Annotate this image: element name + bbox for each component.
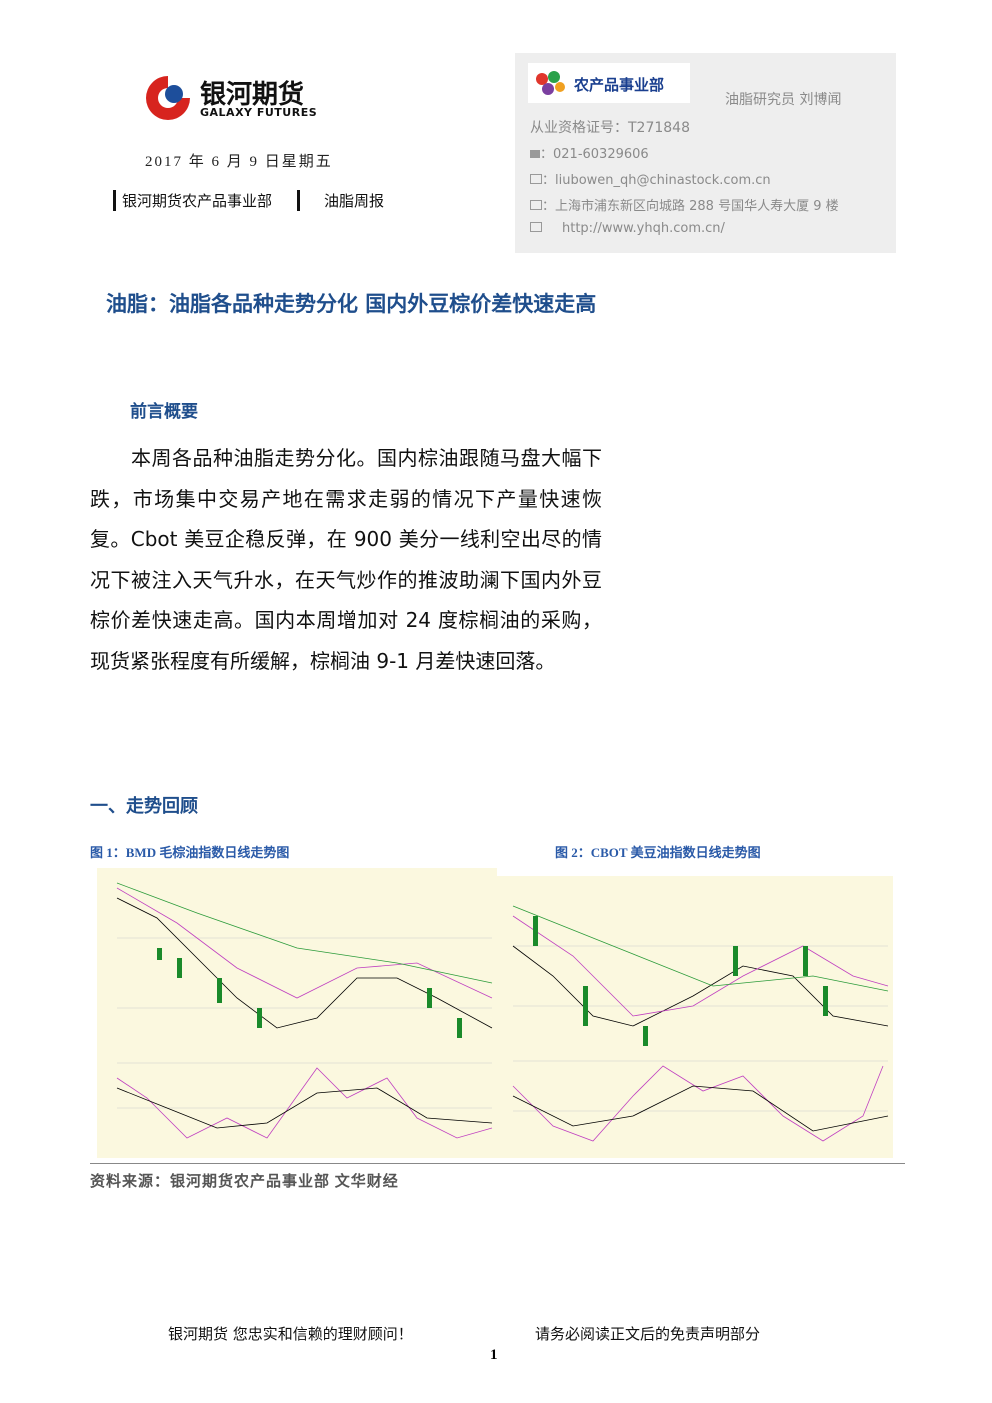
logo-cn: 银河期货: [200, 80, 305, 110]
badge: 农产品事业部: [528, 63, 690, 103]
report-type: 油脂周报: [297, 190, 384, 211]
review-heading: 一、走势回顾: [90, 796, 198, 817]
web-row: http://www.yhqh.com.cn/: [530, 221, 725, 236]
department: 银河期货农产品事业部: [113, 190, 272, 211]
logo-mark: [146, 76, 190, 120]
web: http://www.yhqh.com.cn/: [562, 221, 725, 236]
title: 油脂：油脂各品种走势分化 国内外豆棕价差快速走高: [106, 292, 597, 316]
contact-box: 农产品事业部 油脂研究员 刘博闻 从业资格证号：T271848 ：021-603…: [515, 53, 896, 253]
rule: [90, 1163, 905, 1164]
summary-text: 本周各品种油脂走势分化。国内棕油跟随马盘大幅下跌，市场集中交易产地在需求走弱的情…: [90, 446, 602, 673]
phone-row: ：021-60329606: [530, 143, 649, 162]
figure-caption: 图 2：CBOT 美豆油指数日线走势图: [555, 845, 761, 860]
page-number: 1: [490, 1347, 498, 1363]
footer-slogan: 银河期货 您忠实和信赖的理财顾问！: [168, 1325, 413, 1343]
phone: ：021-60329606: [540, 147, 649, 162]
badge-icon: [536, 71, 565, 95]
email-row: ：liubowen_qh@chinastock.com.cn: [530, 169, 771, 188]
logo-en: GALAXY FUTURES: [200, 106, 318, 119]
date: 2017 年 6 月 9 日星期五: [145, 154, 333, 170]
role: 油脂研究员 刘博闻: [725, 92, 842, 108]
footer-disclaimer: 请务必阅读正文后的免责声明部分: [535, 1325, 761, 1343]
email: ：liubowen_qh@chinastock.com.cn: [542, 173, 771, 188]
figure-caption: 图 1：BMD 毛棕油指数日线走势图: [90, 845, 290, 860]
source: 资料来源：银河期货农产品事业部 文华财经: [90, 1174, 399, 1190]
chart-image: [493, 876, 893, 1158]
chart-image: [97, 868, 497, 1158]
summary-heading: 前言概要: [130, 402, 198, 422]
cert: 从业资格证号：T271848: [530, 120, 690, 136]
badge-text: 农产品事业部: [574, 76, 665, 94]
address: ：上海市浦东新区向城路 288 号国华人寿大厦 9 楼: [542, 199, 839, 214]
address-row: ：上海市浦东新区向城路 288 号国华人寿大厦 9 楼: [530, 195, 839, 214]
